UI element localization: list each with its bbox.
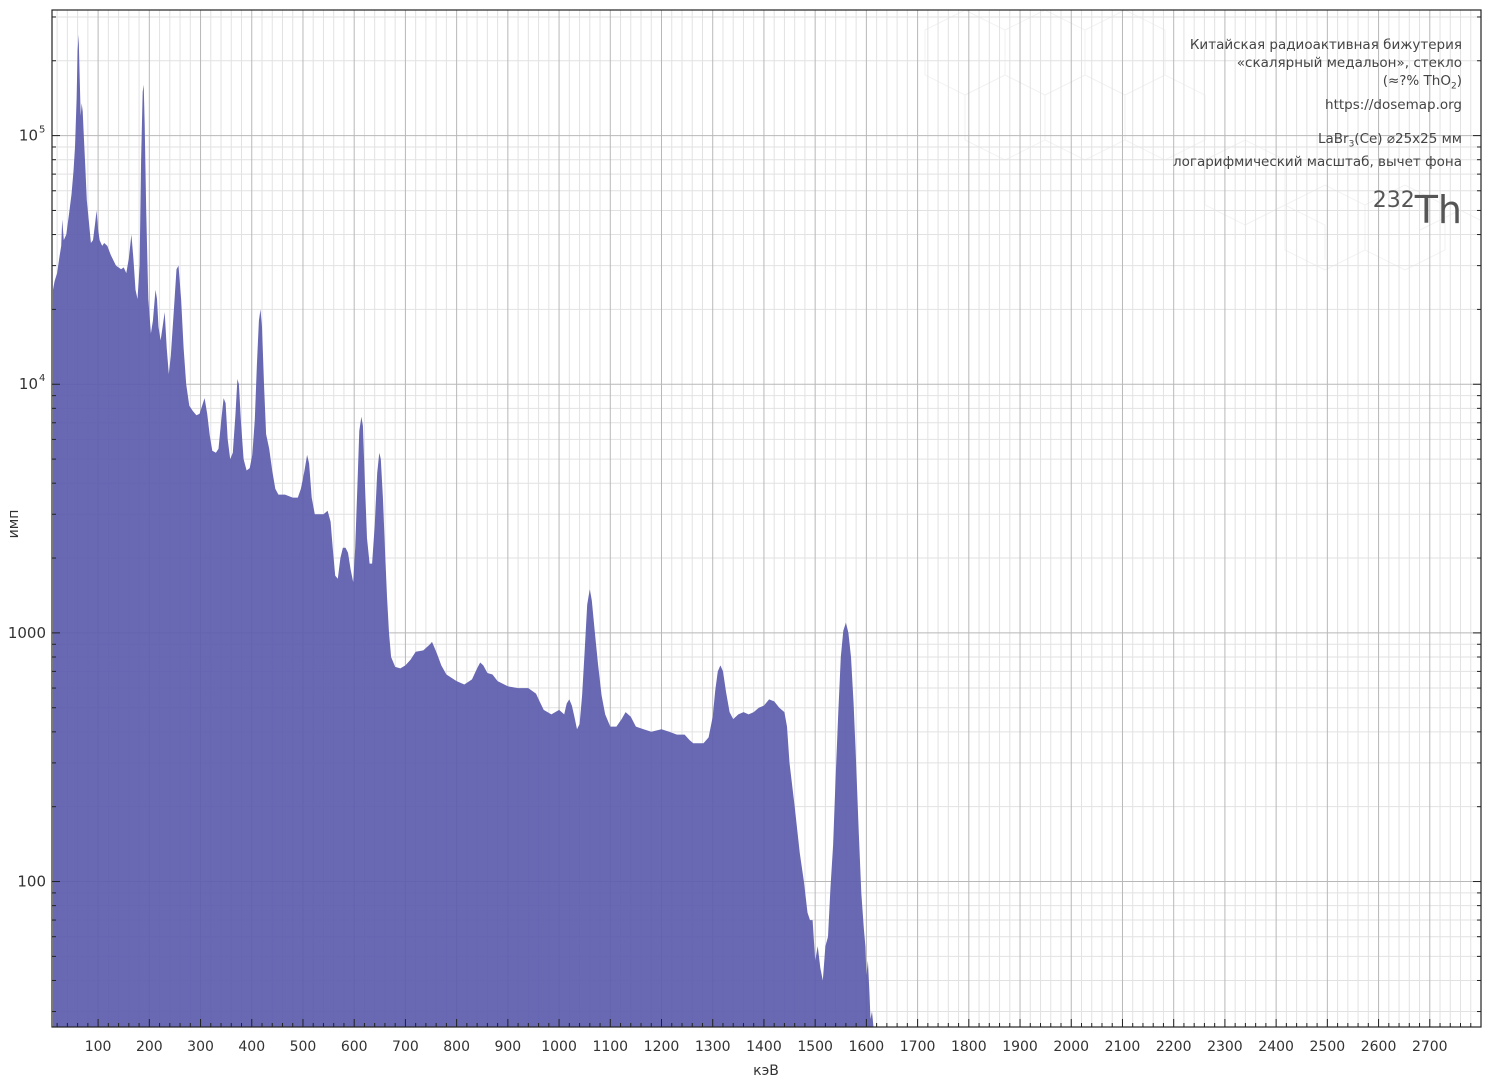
annotation-scale-note: логарифмический масштаб, вычет фона <box>1172 154 1462 171</box>
y-tick-label: 10 <box>19 127 38 145</box>
x-tick-label: 2000 <box>1053 1039 1089 1055</box>
annotation-link: https://dosemap.org <box>1325 96 1462 113</box>
annotation-line-composition: (≈?% ThO2) <box>1382 73 1462 92</box>
x-tick-label: 400 <box>238 1039 265 1055</box>
x-tick-label: 700 <box>392 1039 419 1055</box>
x-tick-label: 300 <box>187 1039 214 1055</box>
x-tick-label: 1400 <box>746 1039 782 1055</box>
y-tick-label: 10 <box>19 375 38 393</box>
spectrum-area <box>53 34 874 1027</box>
x-tick-label: 2600 <box>1361 1039 1397 1055</box>
x-tick-labels: 100 200 300 400 500 600 700 800 900 1000 1100 1200 1… <box>85 1039 1448 1055</box>
x-tick-label: 1200 <box>644 1039 680 1055</box>
x-tick-label: 2400 <box>1258 1039 1294 1055</box>
x-tick-label: 2100 <box>1105 1039 1141 1055</box>
x-axis-label: кэВ <box>753 1063 779 1079</box>
x-tick-label: 1500 <box>797 1039 833 1055</box>
x-tick-label: 1800 <box>951 1039 987 1055</box>
y-axis-label: имп <box>6 510 22 539</box>
y-tick-label: 1000 <box>8 624 46 642</box>
x-tick-label: 600 <box>341 1039 368 1055</box>
plot-frame <box>51 9 1482 1028</box>
annotation-line-title: Китайская радиоактивная бижутерия <box>1189 37 1462 53</box>
x-tick-label: 900 <box>494 1039 521 1055</box>
isotope-label: 232Th <box>1372 188 1462 233</box>
x-tick-label: 500 <box>290 1039 317 1055</box>
x-tick-label: 1900 <box>1002 1039 1038 1055</box>
x-tick-label: 800 <box>443 1039 470 1055</box>
x-tick-label: 200 <box>136 1039 163 1055</box>
y-tick-label-exponent: 5 <box>39 125 45 136</box>
chart-annotation: Китайская радиоактивная бижутерия «скаля… <box>1173 36 1462 232</box>
x-tick-label: 1000 <box>541 1039 577 1055</box>
x-tick-label: 1600 <box>849 1039 885 1055</box>
x-tick-label: 1100 <box>592 1039 628 1055</box>
annotation-line-subtitle: «скалярный медальон», стекло <box>1236 55 1462 71</box>
x-tick-label: 1300 <box>695 1039 731 1055</box>
x-tick-label: 100 <box>85 1039 112 1055</box>
x-tick-label: 2500 <box>1310 1039 1346 1055</box>
x-tick-label: 2200 <box>1156 1039 1192 1055</box>
x-tick-label: 2300 <box>1207 1039 1243 1055</box>
axis-ticks <box>52 16 1481 1027</box>
y-tick-label-exponent: 4 <box>39 373 45 384</box>
x-tick-label: 2700 <box>1412 1039 1448 1055</box>
y-tick-label: 100 <box>17 873 46 891</box>
x-tick-label: 1700 <box>900 1039 936 1055</box>
annotation-detector: LaBr3(Ce) ⌀25x25 мм <box>1317 130 1462 150</box>
major-gridlines <box>52 10 1481 1027</box>
